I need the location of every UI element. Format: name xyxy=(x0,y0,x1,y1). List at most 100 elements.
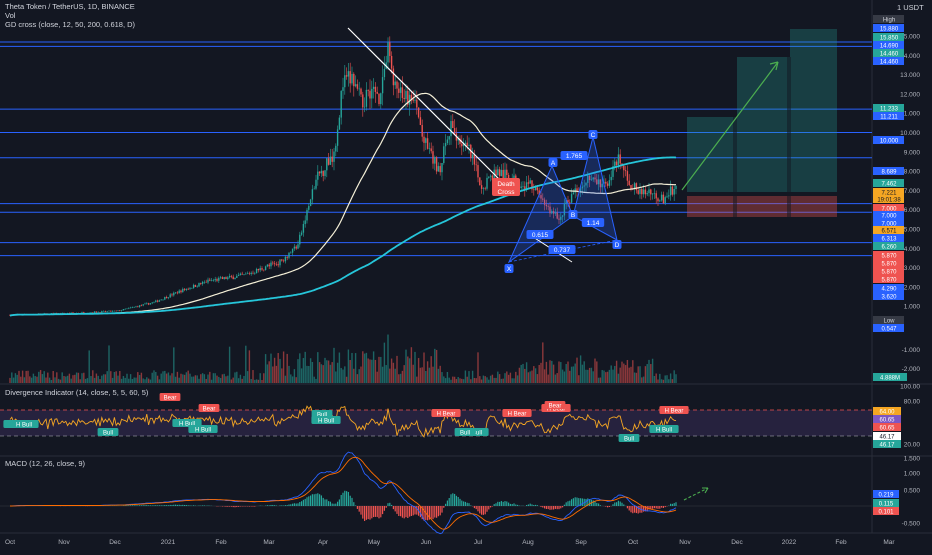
candle-body xyxy=(207,280,208,283)
macd-bar xyxy=(161,505,162,506)
volume-bar xyxy=(330,365,331,383)
candle-body xyxy=(299,235,300,245)
candle-body xyxy=(405,91,406,99)
candle-body xyxy=(425,138,426,143)
macd-bar xyxy=(596,503,597,506)
candle-body xyxy=(636,183,637,190)
volume-bar xyxy=(186,372,187,383)
macd-legend[interactable]: MACD (12, 26, close, 9) xyxy=(5,459,85,468)
volume-bar xyxy=(335,371,336,383)
macd-bar xyxy=(652,506,653,509)
death-cross-label: Death xyxy=(497,181,515,188)
divergence-label: Bull xyxy=(624,437,634,443)
candle-body xyxy=(256,269,257,273)
volume-bar xyxy=(524,369,525,383)
volume-legend[interactable]: Vol xyxy=(5,11,15,20)
candle-body xyxy=(243,274,244,275)
volume-bar xyxy=(346,377,347,383)
macd-bar xyxy=(605,506,606,507)
price-tag: 7.000 xyxy=(881,214,897,220)
candle-body xyxy=(486,178,487,189)
volume-bar xyxy=(342,370,343,383)
candle-body xyxy=(476,165,477,166)
gd-cross-legend[interactable]: GD cross (close, 12, 50, 200, 0.618, D) xyxy=(5,20,135,29)
volume-bar xyxy=(553,365,554,383)
volume-bar xyxy=(427,361,428,383)
ma-200-line xyxy=(10,157,676,315)
volume-bar xyxy=(114,372,115,383)
price-tag: Low xyxy=(883,319,895,325)
volume-bar xyxy=(15,373,16,383)
macd-bar xyxy=(576,498,577,506)
divergence-tag: 60.65 xyxy=(879,418,895,424)
volume-bar xyxy=(396,356,397,383)
candle-body xyxy=(224,277,225,279)
volume-bar xyxy=(260,373,261,383)
candle-body xyxy=(139,305,140,307)
volume-bar xyxy=(562,370,563,383)
price-tag: 14.460 xyxy=(880,52,899,58)
volume-bar xyxy=(242,379,243,383)
candle-body xyxy=(137,306,138,307)
candle-body xyxy=(319,172,320,174)
volume-bar xyxy=(348,350,349,383)
macd-bar xyxy=(323,498,324,506)
macd-bar xyxy=(618,501,619,506)
candle-body xyxy=(663,195,664,204)
candle-body xyxy=(292,249,293,253)
volume-bar xyxy=(144,379,145,383)
macd-bar xyxy=(364,506,365,521)
volume-bar xyxy=(364,354,365,383)
price-tick: 4.000 xyxy=(904,246,921,253)
candle-body xyxy=(573,193,574,195)
macd-bar xyxy=(130,505,131,506)
volume-bar xyxy=(643,377,644,383)
volume-tick: -2.000 xyxy=(902,366,921,373)
divergence-tick: 100.00 xyxy=(900,384,920,391)
candle-body xyxy=(258,269,259,270)
macd-bar xyxy=(288,505,289,506)
volume-bar xyxy=(531,371,532,383)
pattern-label: 1.765 xyxy=(566,153,583,160)
macd-bar xyxy=(571,499,572,506)
macd-bar xyxy=(355,505,356,506)
macd-bar xyxy=(328,501,329,506)
volume-bar xyxy=(567,362,568,383)
symbol-title[interactable]: Theta Token / TetherUS, 1D, BINANCE xyxy=(5,2,135,11)
volume-bar xyxy=(301,368,302,383)
price-tick: 3.000 xyxy=(904,265,921,272)
volume-bar xyxy=(108,345,109,383)
candle-body xyxy=(189,288,190,289)
volume-bar xyxy=(593,371,594,383)
divergence-legend[interactable]: Divergence Indicator (14, close, 5, 5, 6… xyxy=(5,388,148,397)
volume-bar xyxy=(119,371,120,383)
volume-bar xyxy=(657,379,658,383)
macd-bar xyxy=(447,501,448,506)
volume-bar xyxy=(630,367,631,383)
volume-bar xyxy=(80,379,81,383)
macd-bar xyxy=(553,506,554,510)
volume-bar xyxy=(476,378,477,383)
candle-body xyxy=(206,282,207,283)
candle-body xyxy=(657,198,658,201)
candle-body xyxy=(454,128,455,133)
volume-bar xyxy=(49,378,50,383)
macd-bar xyxy=(654,506,655,508)
candle-body xyxy=(652,194,653,195)
volume-bar xyxy=(238,378,239,383)
volume-bar xyxy=(398,374,399,383)
divergence-label: H Bear xyxy=(665,409,684,415)
candle-body xyxy=(501,170,502,176)
price-tick: 1.000 xyxy=(904,304,921,311)
macd-bar xyxy=(171,505,172,506)
candle-body xyxy=(249,273,250,274)
macd-bar xyxy=(443,506,444,508)
macd-bar xyxy=(569,501,570,506)
volume-bar xyxy=(472,371,473,383)
volume-bar xyxy=(407,357,408,383)
candle-body xyxy=(135,306,136,307)
candle-body xyxy=(611,177,612,180)
candle-body xyxy=(614,162,615,167)
macd-bar xyxy=(279,505,280,506)
